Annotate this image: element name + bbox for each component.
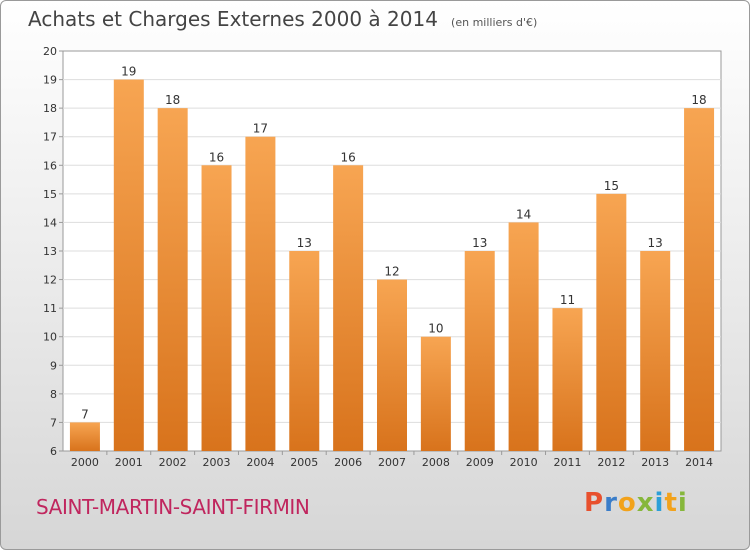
data-label: 12 — [384, 265, 399, 279]
x-tick-label: 2009 — [466, 456, 494, 469]
data-label: 18 — [691, 93, 706, 107]
y-tick-label: 20 — [43, 45, 57, 58]
bar-2007 — [377, 279, 407, 451]
bar-2008 — [420, 336, 451, 451]
x-tick-label: 2013 — [641, 456, 669, 469]
data-label: 13 — [472, 236, 487, 250]
data-label: 11 — [560, 293, 575, 307]
y-tick-label: 14 — [43, 216, 57, 229]
chart-subtitle: (en milliers d'€) — [451, 16, 538, 29]
y-tick-label: 19 — [43, 74, 57, 87]
data-label: 14 — [516, 207, 531, 221]
x-tick-label: 2002 — [159, 456, 187, 469]
y-tick-label: 16 — [43, 159, 57, 172]
data-label: 16 — [209, 150, 224, 164]
data-label: 17 — [253, 122, 268, 136]
y-tick-label: 13 — [43, 245, 57, 258]
data-label: 7 — [81, 407, 89, 421]
y-tick-label: 18 — [43, 102, 57, 115]
x-tick-label: 2003 — [203, 456, 231, 469]
bar-2004 — [245, 136, 276, 451]
x-tick-label: 2000 — [71, 456, 99, 469]
x-tick-label: 2001 — [115, 456, 143, 469]
y-tick-label: 10 — [43, 331, 57, 344]
y-axis: 6 7 8 9 10 11 12 13 14 15 16 17 18 19 20 — [43, 45, 63, 458]
x-tick-label: 2007 — [378, 456, 406, 469]
data-label: 15 — [604, 179, 619, 193]
y-tick-label: 8 — [50, 388, 57, 401]
data-labels: 7 19 18 16 17 13 16 12 10 13 14 11 15 13 18 — [81, 65, 707, 422]
x-tick-label: 2004 — [246, 456, 274, 469]
bar-2011 — [552, 308, 583, 451]
data-label: 13 — [648, 236, 663, 250]
bar-2013 — [640, 251, 671, 451]
chart-title: Achats et Charges Externes 2000 à 2014 — [28, 7, 438, 31]
data-label: 18 — [165, 93, 180, 107]
title-block: Achats et Charges Externes 2000 à 2014 (… — [28, 7, 537, 31]
data-label: 10 — [428, 322, 443, 336]
bar-2002 — [157, 108, 188, 452]
y-tick-label: 15 — [43, 188, 57, 201]
y-tick-label: 6 — [50, 445, 57, 458]
bar-2012 — [596, 193, 627, 451]
x-tick-label: 2014 — [685, 456, 713, 469]
y-tick-label: 9 — [50, 359, 57, 372]
y-tick-label: 11 — [43, 302, 57, 315]
commune-name: SAINT-MARTIN-SAINT-FIRMIN — [36, 495, 310, 519]
x-tick-label: 2010 — [510, 456, 538, 469]
bar-2000 — [69, 422, 100, 451]
bar-2006 — [333, 165, 364, 452]
x-tick-label: 2012 — [597, 456, 625, 469]
data-label: 19 — [121, 65, 136, 79]
proxiti-logo: Proxiti — [584, 488, 688, 518]
y-tick-label: 7 — [50, 416, 57, 429]
bar-2001 — [113, 79, 144, 452]
bars — [69, 79, 715, 452]
x-tick-label: 2006 — [334, 456, 362, 469]
bar-2009 — [464, 251, 495, 451]
data-label: 16 — [340, 150, 355, 164]
x-tick-label: 2005 — [290, 456, 318, 469]
bar-2010 — [508, 222, 539, 451]
data-label: 13 — [297, 236, 312, 250]
x-tick-label: 2008 — [422, 456, 450, 469]
x-tick-label: 2011 — [553, 456, 581, 469]
y-tick-label: 17 — [43, 131, 57, 144]
x-axis: 2000 2001 2002 2003 2004 2005 2006 2007 2008 2009… — [71, 451, 713, 469]
bar-2014 — [684, 108, 715, 452]
y-tick-label: 12 — [43, 274, 57, 287]
bar-2005 — [289, 251, 320, 451]
bar-2003 — [201, 165, 232, 452]
